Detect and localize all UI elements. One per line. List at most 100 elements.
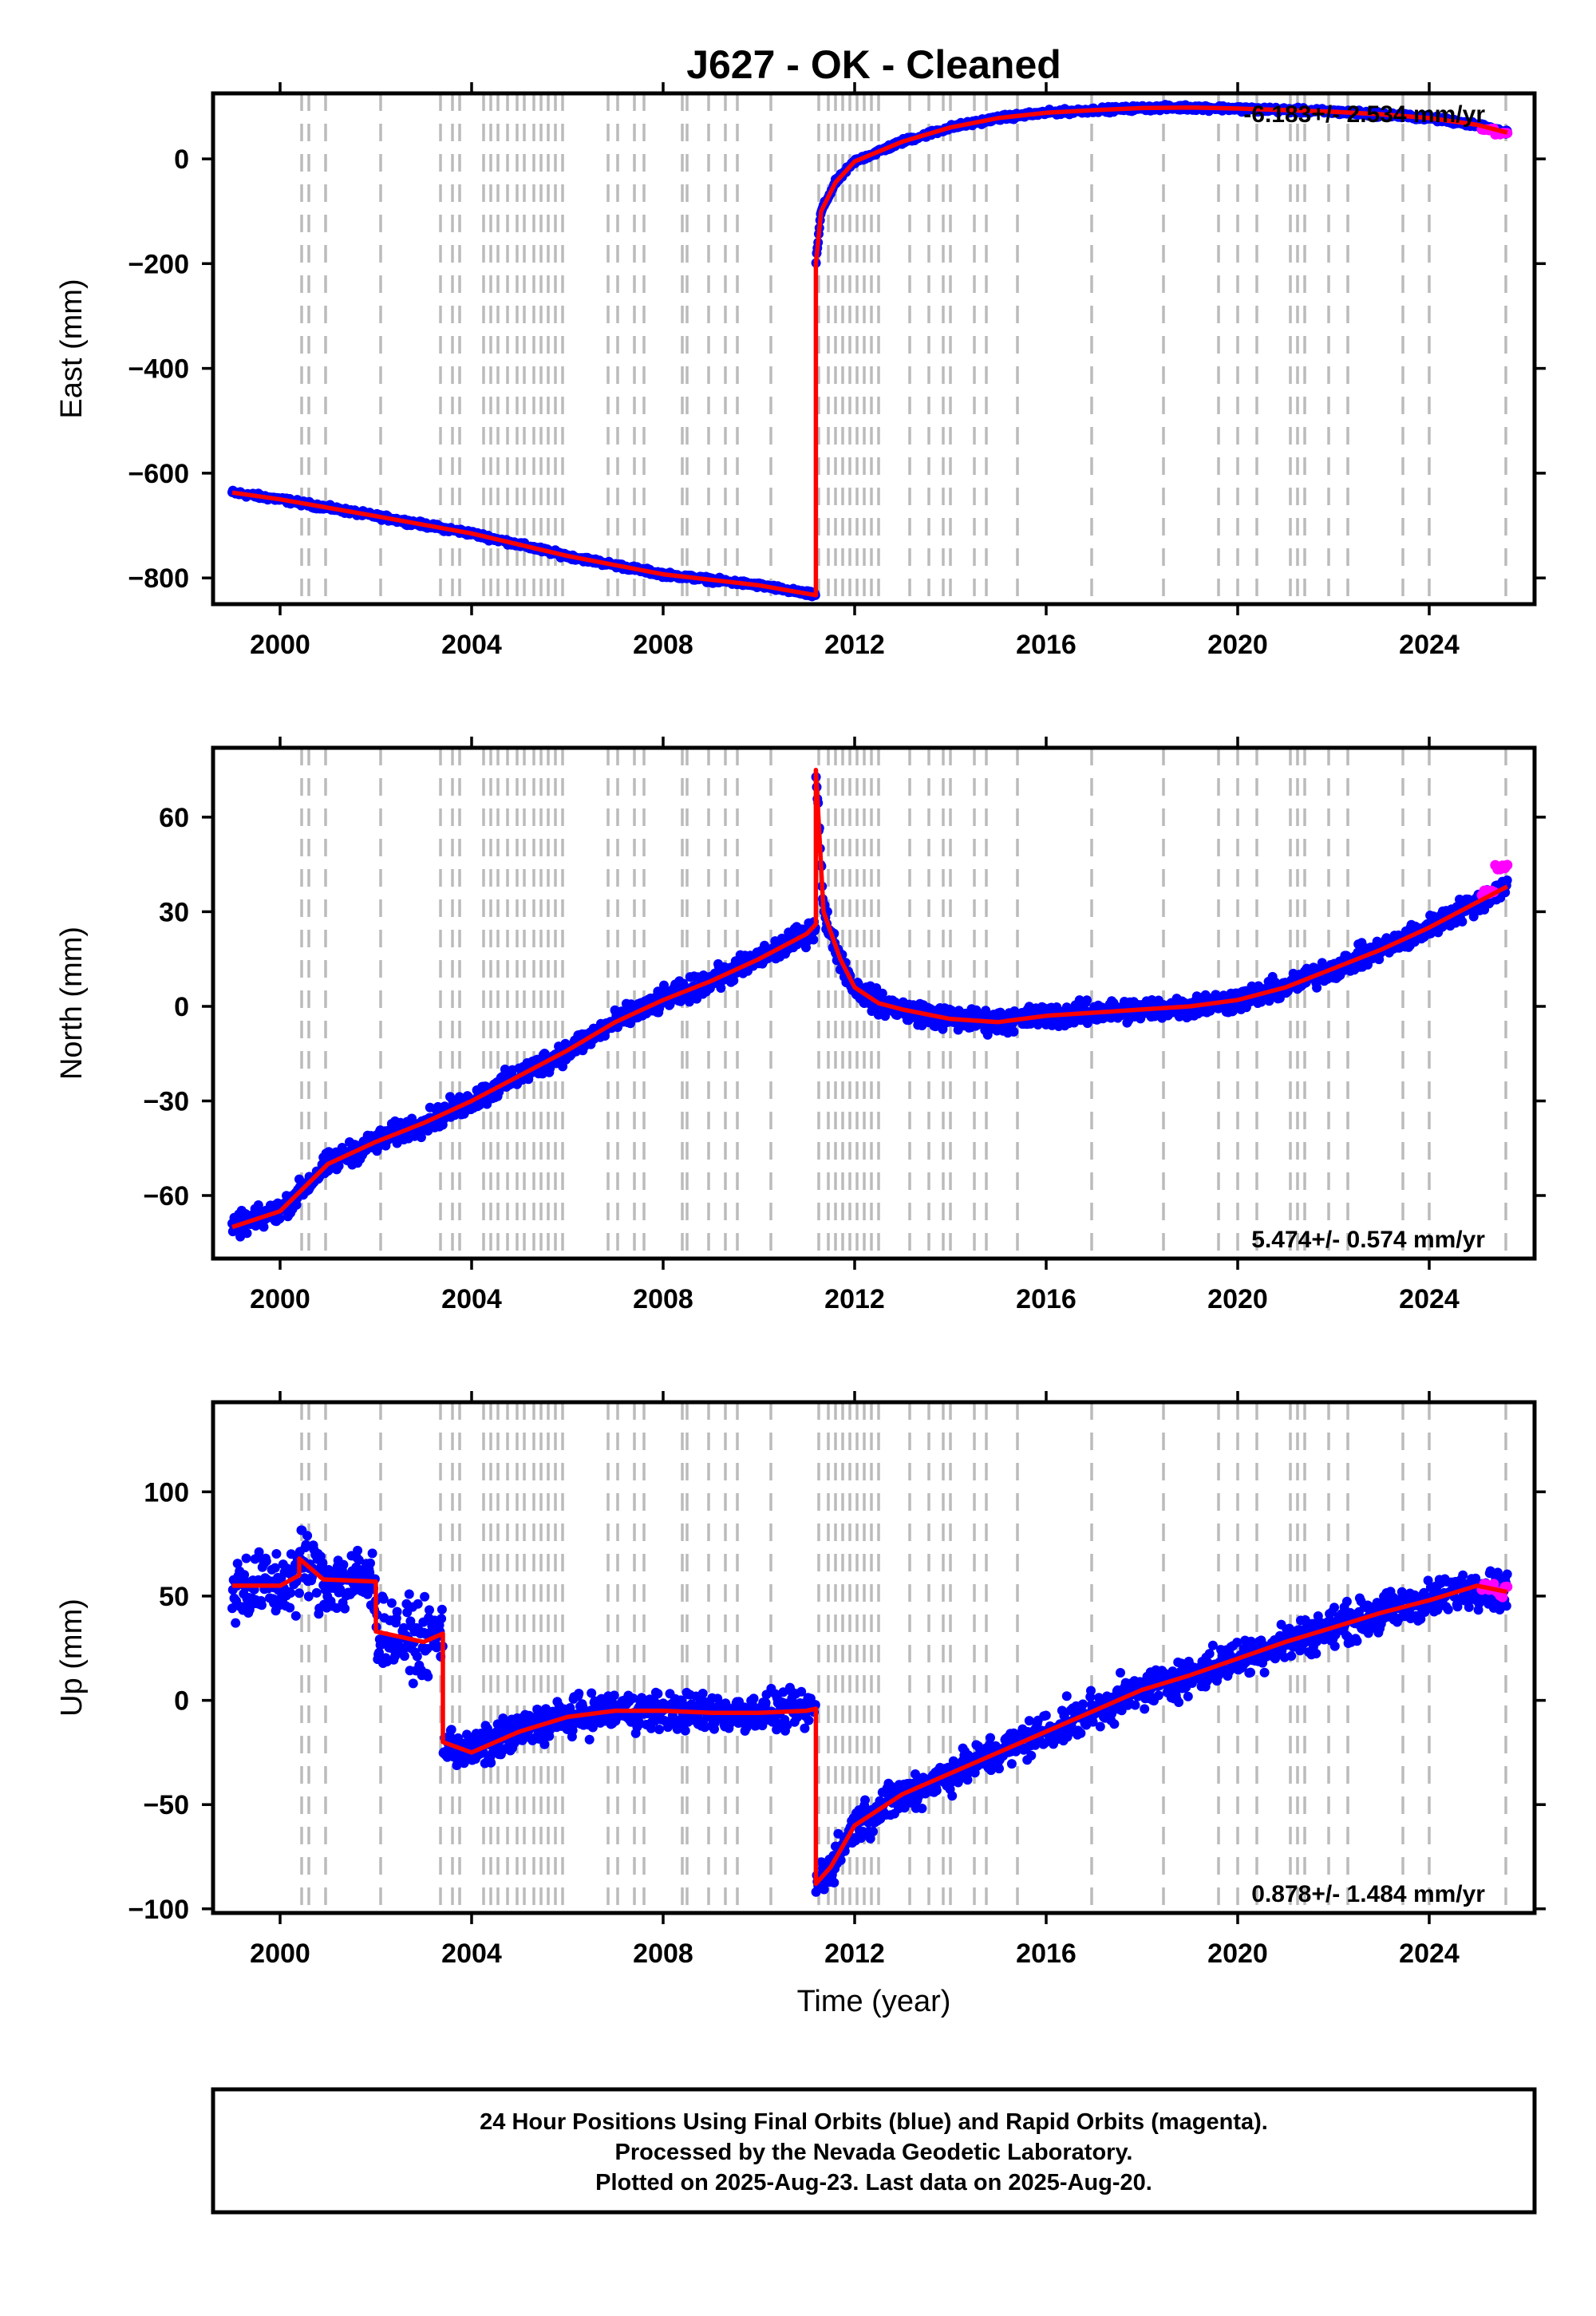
position-point bbox=[241, 1553, 251, 1563]
position-point bbox=[261, 1556, 271, 1567]
position-point bbox=[286, 1588, 296, 1598]
position-point bbox=[659, 980, 669, 990]
position-point bbox=[242, 1228, 252, 1239]
x-tick-label: 2024 bbox=[1399, 630, 1460, 660]
final-orbit-points bbox=[227, 1525, 1512, 1897]
position-point bbox=[760, 1697, 771, 1708]
position-point bbox=[231, 1618, 241, 1628]
position-point bbox=[303, 1591, 314, 1602]
y-axis-label: East (mm) bbox=[55, 279, 89, 418]
x-tick-label: 2024 bbox=[1399, 1284, 1460, 1314]
y-tick-label: −600 bbox=[128, 459, 189, 489]
position-point bbox=[1312, 982, 1322, 993]
x-tick-label: 2000 bbox=[250, 630, 310, 660]
y-tick-label: 30 bbox=[159, 897, 189, 927]
y-tick-label: 0 bbox=[174, 144, 189, 175]
position-point bbox=[808, 935, 819, 945]
position-point bbox=[386, 1598, 397, 1608]
position-point bbox=[365, 1567, 375, 1578]
position-point bbox=[254, 1547, 264, 1557]
position-point bbox=[259, 1222, 269, 1232]
event-lines bbox=[300, 1402, 1507, 1913]
position-point bbox=[574, 1689, 584, 1698]
position-point bbox=[412, 1651, 422, 1662]
position-point bbox=[408, 1678, 418, 1689]
x-tick-label: 2016 bbox=[1016, 1284, 1077, 1314]
y-tick-label: 60 bbox=[159, 803, 189, 833]
position-point bbox=[271, 1549, 282, 1559]
position-point bbox=[716, 983, 726, 993]
x-tick-label: 2016 bbox=[1016, 630, 1077, 660]
position-point bbox=[335, 1584, 346, 1595]
position-point bbox=[567, 1725, 578, 1736]
position-point bbox=[486, 1757, 496, 1768]
position-point bbox=[437, 1604, 447, 1614]
position-point bbox=[684, 997, 694, 1007]
position-point bbox=[587, 1722, 598, 1733]
position-point bbox=[1082, 995, 1092, 1006]
position-point bbox=[587, 1688, 597, 1698]
figure-title: J627 - OK - Cleaned bbox=[686, 42, 1061, 87]
position-point bbox=[311, 1587, 322, 1598]
position-point bbox=[829, 1878, 839, 1887]
position-point bbox=[697, 1689, 708, 1698]
position-point bbox=[302, 1531, 313, 1541]
velocity-annotation: 5.474+/- 0.574 mm/yr bbox=[1251, 1227, 1485, 1253]
position-point bbox=[353, 1545, 363, 1555]
y-tick-label: −60 bbox=[143, 1181, 189, 1211]
position-point bbox=[356, 1565, 366, 1575]
event-lines bbox=[300, 93, 1507, 604]
y-tick-label: −800 bbox=[128, 563, 189, 594]
position-point bbox=[749, 1694, 759, 1704]
y-tick-label: 0 bbox=[174, 992, 189, 1022]
position-point bbox=[365, 1558, 375, 1568]
x-tick-label: 2000 bbox=[250, 1284, 310, 1314]
model-fit-line bbox=[231, 767, 1509, 1230]
plot-frame bbox=[211, 91, 1537, 607]
x-tick-label: 2020 bbox=[1207, 1284, 1268, 1314]
position-point bbox=[425, 1605, 434, 1615]
position-point bbox=[446, 1725, 456, 1735]
position-point bbox=[257, 1600, 267, 1611]
position-point bbox=[270, 1563, 280, 1573]
x-tick-label: 2004 bbox=[441, 1284, 502, 1314]
position-point bbox=[340, 1603, 350, 1614]
x-tick-label: 2004 bbox=[441, 630, 502, 660]
position-point bbox=[437, 1614, 447, 1624]
position-point bbox=[392, 1607, 402, 1617]
position-point bbox=[404, 1589, 414, 1599]
position-point bbox=[1372, 936, 1382, 947]
position-point bbox=[290, 1611, 301, 1621]
position-point bbox=[498, 1713, 508, 1723]
position-point bbox=[877, 988, 887, 998]
panel-east: 0 −200 −400 −600 −800 2000 2004 2008 2012 2016 202… bbox=[55, 82, 1546, 660]
y-tick-label: −400 bbox=[128, 354, 189, 385]
x-tick-label: 2012 bbox=[824, 1284, 885, 1314]
x-tick-label: 2012 bbox=[824, 630, 885, 660]
final-orbit-points bbox=[227, 772, 1512, 1242]
position-point bbox=[239, 1570, 250, 1580]
position-point bbox=[413, 1599, 423, 1609]
x-tick-label: 2020 bbox=[1207, 630, 1268, 660]
position-point bbox=[1457, 916, 1468, 927]
position-point bbox=[334, 1161, 344, 1171]
position-point bbox=[654, 1725, 665, 1734]
position-point bbox=[232, 1559, 243, 1569]
position-point bbox=[275, 1213, 285, 1223]
position-point bbox=[609, 1690, 619, 1701]
position-point bbox=[539, 1739, 550, 1749]
position-point bbox=[680, 1725, 690, 1736]
velocity-annotation: -6.183+/- 2.534 mm/yr bbox=[1243, 101, 1485, 128]
position-point bbox=[416, 1132, 426, 1143]
x-tick-label: 2008 bbox=[633, 630, 693, 660]
y-tick-label: −200 bbox=[128, 249, 189, 279]
position-point bbox=[420, 1591, 430, 1602]
position-point bbox=[378, 1594, 389, 1604]
position-point bbox=[1502, 875, 1512, 885]
position-point bbox=[227, 1603, 237, 1614]
position-point bbox=[374, 1647, 384, 1658]
position-point bbox=[981, 1006, 991, 1016]
